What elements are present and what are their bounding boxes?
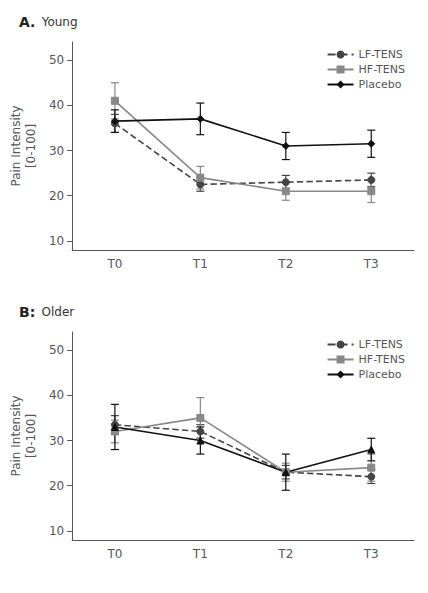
svg-text:LF-TENS: LF-TENS (359, 48, 403, 61)
svg-text:T1: T1 (192, 547, 208, 561)
svg-text:Pain Intensity: Pain Intensity (9, 105, 23, 186)
svg-text:HF-TENS: HF-TENS (359, 63, 405, 76)
svg-text:T3: T3 (363, 547, 379, 561)
svg-text:Young: Young (41, 15, 78, 29)
svg-text:Placebo: Placebo (359, 368, 402, 381)
svg-text:Pain Intensity: Pain Intensity (9, 395, 23, 476)
svg-text:20: 20 (49, 189, 64, 203)
svg-text:30: 30 (49, 144, 64, 158)
svg-text:T1: T1 (192, 257, 208, 271)
svg-text:[0-100]: [0-100] (24, 124, 38, 168)
svg-text:T0: T0 (106, 257, 122, 271)
svg-text:50: 50 (49, 53, 64, 67)
svg-text:LF-TENS: LF-TENS (359, 338, 403, 351)
svg-text:A.: A. (19, 14, 35, 30)
svg-text:HF-TENS: HF-TENS (359, 353, 405, 366)
svg-text:50: 50 (49, 343, 64, 357)
svg-text:Older: Older (42, 305, 75, 319)
svg-text:T0: T0 (106, 547, 122, 561)
svg-text:Placebo: Placebo (359, 78, 402, 91)
svg-text:10: 10 (49, 234, 64, 248)
svg-text:T3: T3 (363, 257, 379, 271)
svg-text:T2: T2 (277, 257, 293, 271)
svg-text:20: 20 (49, 479, 64, 493)
svg-text:40: 40 (49, 388, 64, 402)
svg-text:T2: T2 (277, 547, 293, 561)
svg-text:10: 10 (49, 524, 64, 538)
svg-text:[0-100]: [0-100] (24, 414, 38, 458)
svg-text:B:: B: (19, 304, 35, 320)
svg-text:40: 40 (49, 98, 64, 112)
svg-text:30: 30 (49, 434, 64, 448)
